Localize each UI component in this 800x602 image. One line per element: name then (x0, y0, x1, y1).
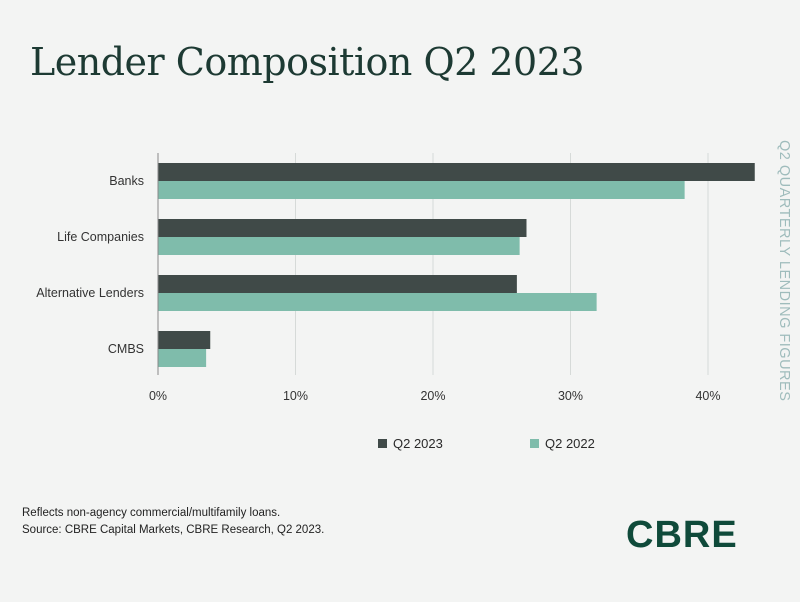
x-tick-label: 0% (149, 389, 167, 403)
bar (158, 293, 597, 311)
category-label: CMBS (108, 342, 144, 356)
category-label: Life Companies (57, 230, 144, 244)
bar (158, 163, 755, 181)
x-tick-label: 40% (695, 389, 720, 403)
legend-swatch-q2-2023 (378, 439, 387, 448)
x-tick-label: 10% (283, 389, 308, 403)
legend-item-q2-2023: Q2 2023 (378, 436, 443, 451)
legend-label-q2-2023: Q2 2023 (393, 436, 443, 451)
bar (158, 181, 685, 199)
bar-chart: 0% 10% 20% 30% 40% Banks Life Companies Alterna… (36, 153, 755, 403)
category-label: Alternative Lenders (36, 286, 144, 300)
side-label: Q2 QUARTERLY LENDING FIGURES (776, 140, 792, 402)
legend-label-q2-2022: Q2 2022 (545, 436, 595, 451)
legend-item-q2-2022: Q2 2022 (530, 436, 595, 451)
category-label: Banks (109, 174, 144, 188)
footnote-source: Source: CBRE Capital Markets, CBRE Resea… (22, 524, 325, 536)
footnotes: Reflects non-agency commercial/multifami… (22, 505, 324, 539)
bar (158, 349, 207, 367)
bar (158, 219, 527, 237)
footnote-scope: Reflects non-agency commercial/multifami… (22, 507, 281, 519)
chart-title: Lender Composition Q2 2023 (30, 40, 585, 84)
bar (158, 237, 520, 255)
x-tick-label: 20% (420, 389, 445, 403)
x-tick-label: 30% (558, 389, 583, 403)
bar (158, 331, 211, 349)
bar (158, 275, 517, 293)
legend-swatch-q2-2022 (530, 439, 539, 448)
cbre-logo: CBRE (626, 514, 738, 556)
